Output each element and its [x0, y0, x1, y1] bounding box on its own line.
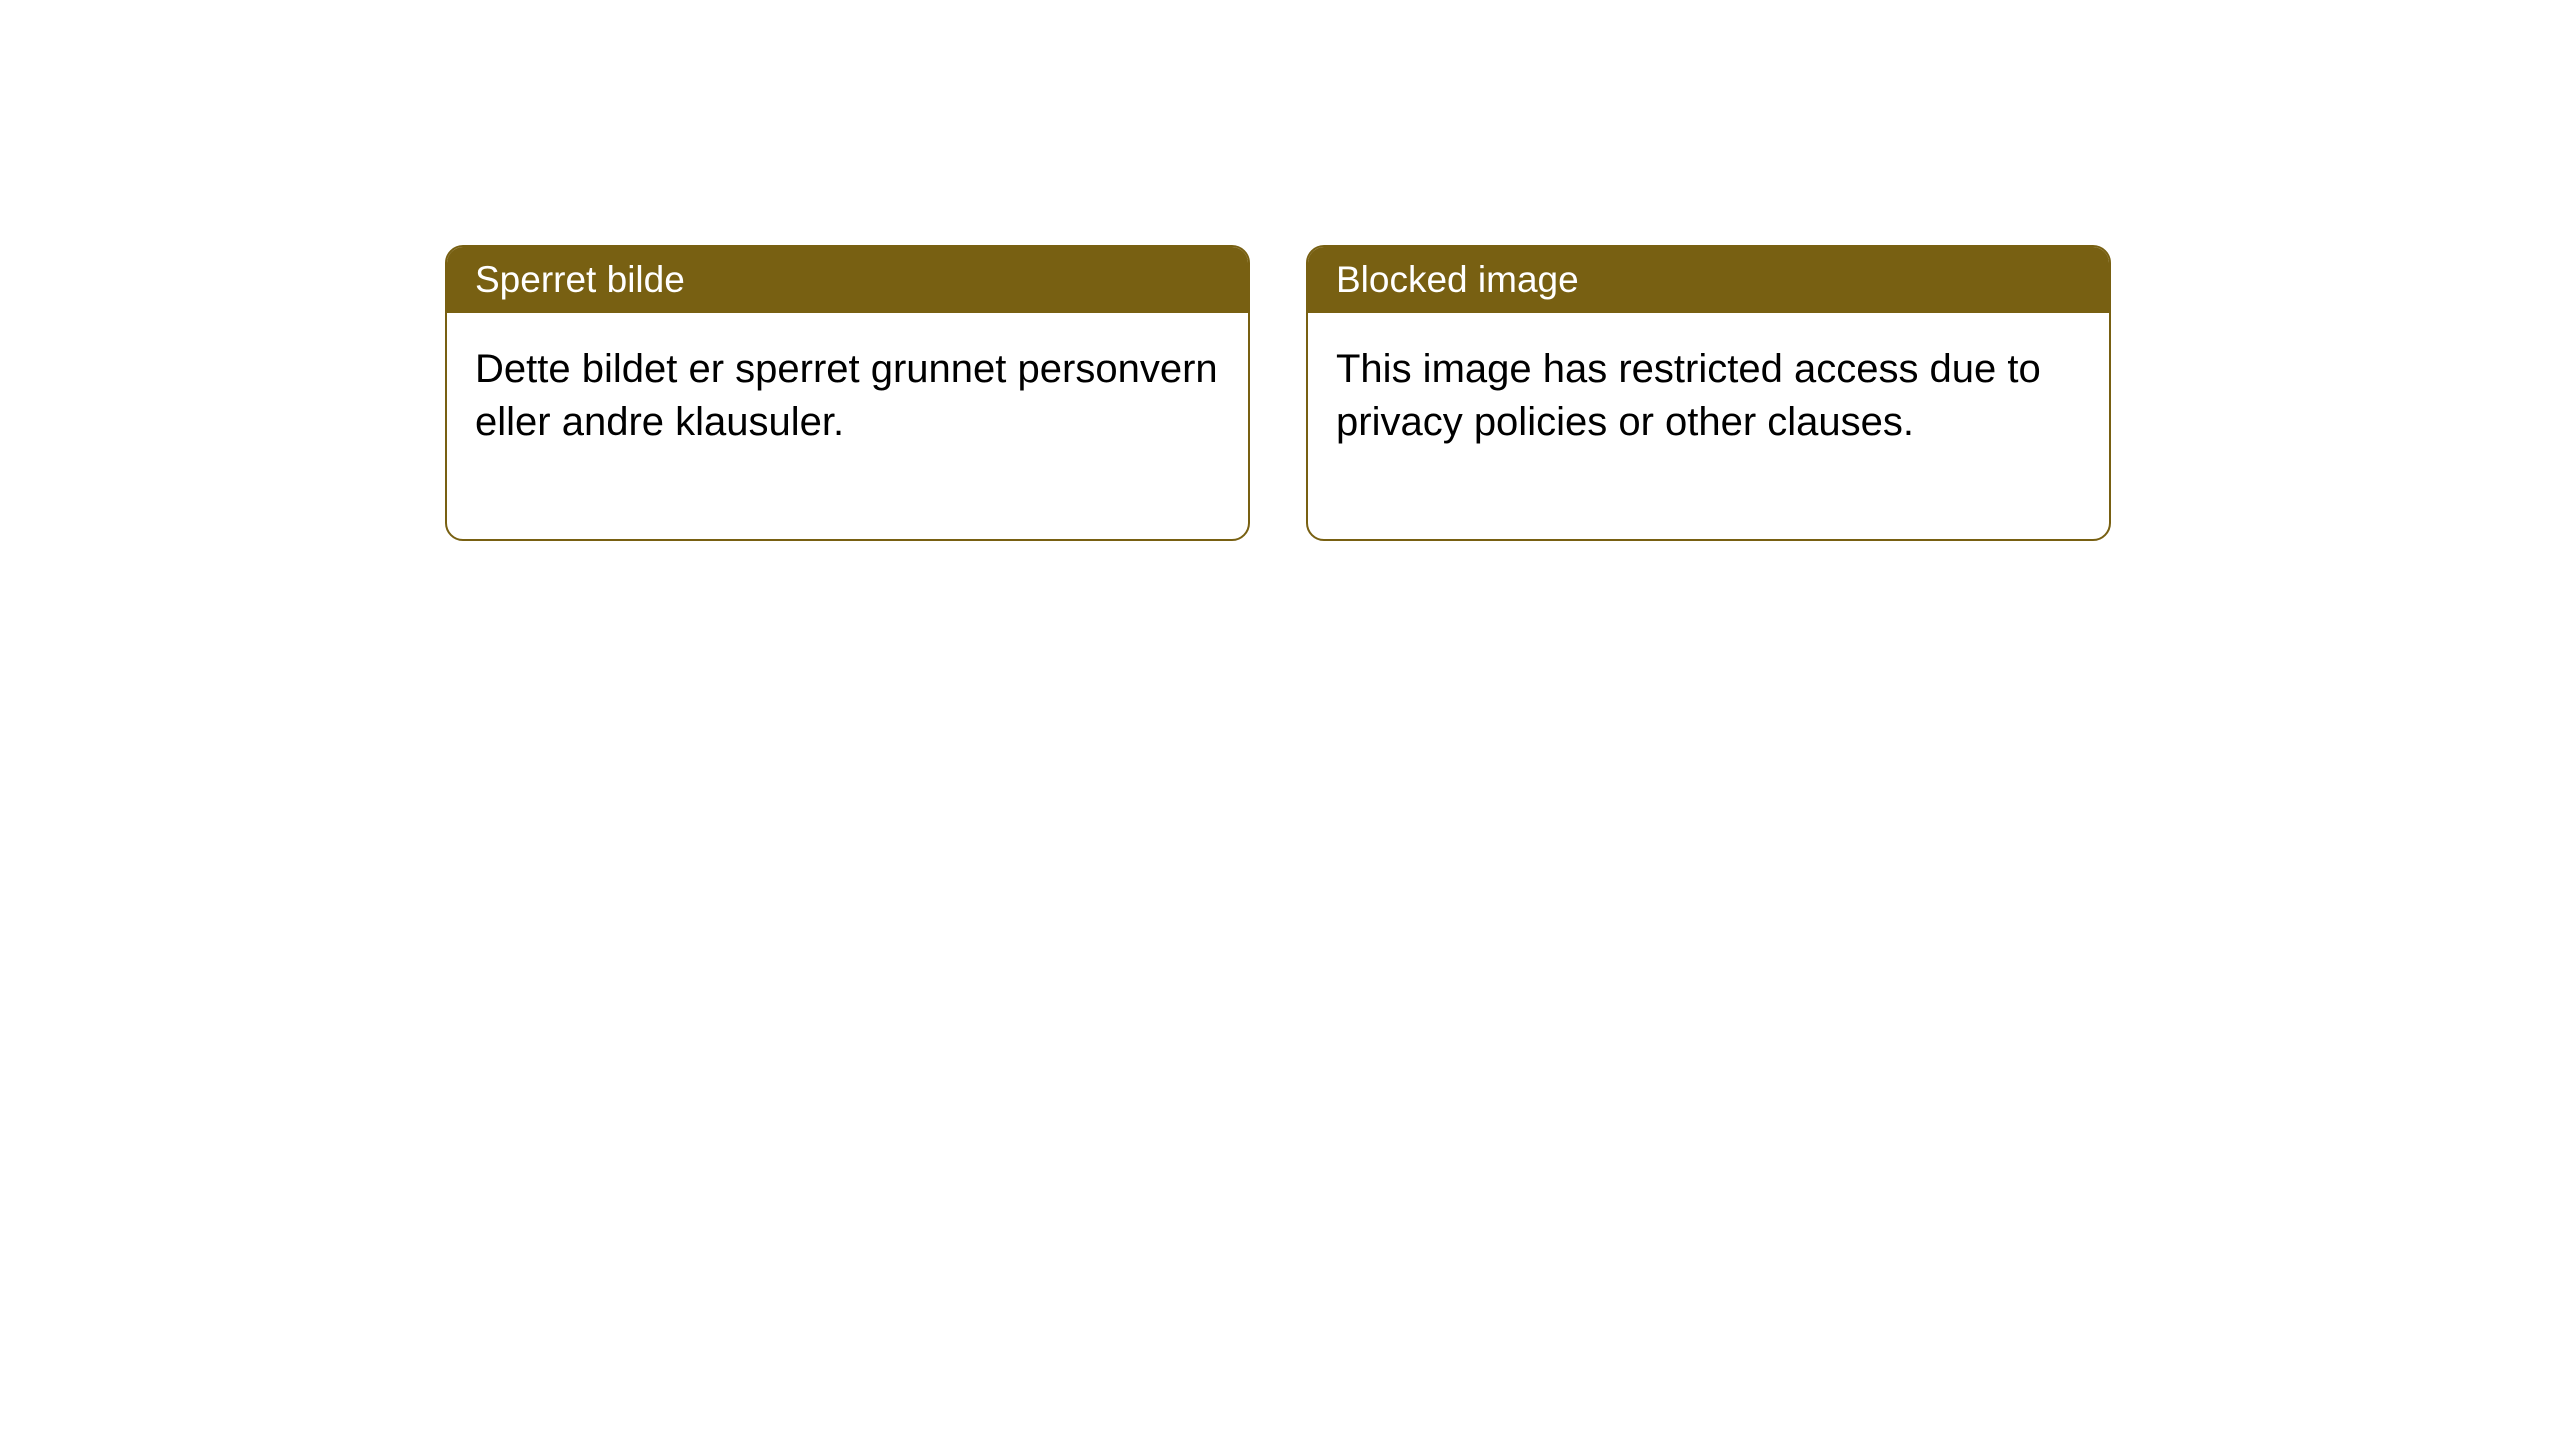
- notice-message: This image has restricted access due to …: [1336, 347, 2041, 444]
- notice-title: Sperret bilde: [475, 259, 685, 300]
- notice-header: Blocked image: [1308, 247, 2109, 313]
- notice-container: Sperret bilde Dette bildet er sperret gr…: [445, 245, 2111, 541]
- notice-card-english: Blocked image This image has restricted …: [1306, 245, 2111, 541]
- notice-title: Blocked image: [1336, 259, 1579, 300]
- notice-body: Dette bildet er sperret grunnet personve…: [447, 313, 1248, 539]
- notice-card-norwegian: Sperret bilde Dette bildet er sperret gr…: [445, 245, 1250, 541]
- notice-message: Dette bildet er sperret grunnet personve…: [475, 347, 1218, 444]
- notice-body: This image has restricted access due to …: [1308, 313, 2109, 539]
- notice-header: Sperret bilde: [447, 247, 1248, 313]
